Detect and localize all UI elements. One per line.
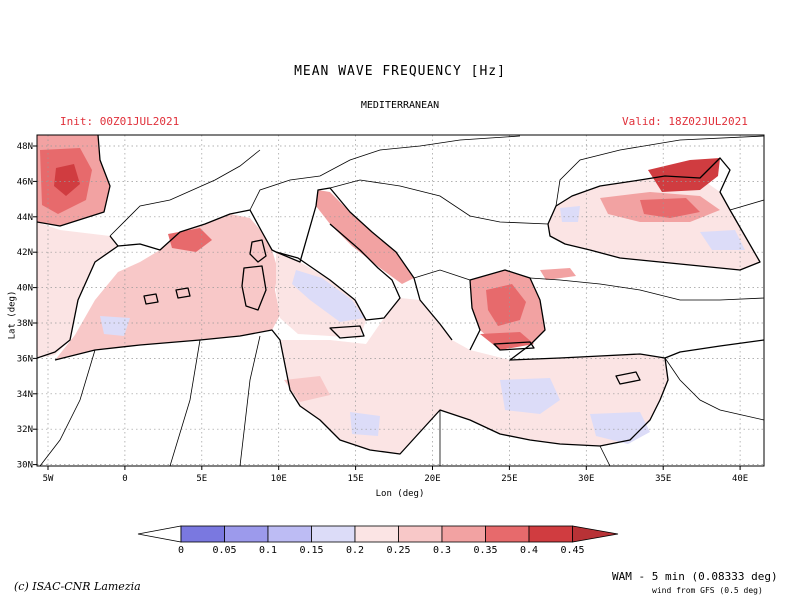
colorbar-label: 0.25 — [386, 545, 410, 556]
wind-source: wind from GFS (0.5 deg) — [652, 586, 763, 595]
colorbar-lower-arrow — [137, 525, 182, 543]
lat-tick-label: 48N — [17, 142, 33, 152]
region-label: MEDITERRANEAN — [360, 100, 440, 111]
lon-ticks: 5W 0 5E 10E 15E 20E 25E 30E 35E 40E — [43, 466, 748, 484]
sea-field — [37, 135, 760, 454]
lat-tick-label: 42N — [17, 248, 33, 258]
lat-tick-label: 36N — [17, 354, 33, 364]
chart-title: MEAN WAVE FREQUENCY [Hz] — [294, 64, 506, 79]
colorbar-label: 0.3 — [433, 545, 451, 556]
colorbar-swatch — [528, 525, 573, 543]
colorbar-swatch — [311, 525, 356, 543]
colorbar-label: 0.2 — [346, 545, 364, 556]
colorbar-swatch — [441, 525, 486, 543]
colorbar-label: 0.15 — [299, 545, 323, 556]
lon-tick-label: 5W — [43, 474, 54, 484]
lon-tick-label: 20E — [424, 474, 440, 484]
colorbar-legend: 0 0.05 0.1 0.15 0.2 0.25 0.3 0.35 0.4 0.45 — [137, 525, 619, 556]
lat-tick-label: 44N — [17, 213, 33, 223]
lat-tick-label: 32N — [17, 425, 33, 435]
colorbar-label: 0.1 — [259, 545, 277, 556]
valid-time: Valid: 18Z02JUL2021 — [622, 115, 748, 128]
lon-tick-label: 5E — [196, 474, 207, 484]
lon-tick-label: 30E — [578, 474, 594, 484]
lon-tick-label: 0 — [122, 474, 127, 484]
colorbar-upper-arrow — [572, 525, 619, 543]
country-borders — [39, 135, 764, 466]
credit-text: (c) ISAC-CNR Lamezia — [14, 580, 141, 593]
lat-tick-label: 46N — [17, 177, 33, 187]
colorbar-label: 0.05 — [212, 545, 236, 556]
colorbar-label: 0.45 — [560, 545, 584, 556]
lat-tick-label: 40N — [17, 284, 33, 294]
lat-tick-label: 30N — [17, 461, 33, 471]
lat-tick-label: 38N — [17, 319, 33, 329]
map-frame — [36, 134, 765, 467]
colorbar-label: 0 — [178, 545, 184, 556]
colorbar-swatch — [485, 525, 530, 543]
y-axis-label: Lat (deg) — [7, 290, 18, 340]
lat-tick-label: 34N — [17, 390, 33, 400]
lon-tick-label: 40E — [732, 474, 748, 484]
init-time: Init: 00Z01JUL2021 — [60, 115, 180, 128]
colorbar-label: 0.4 — [520, 545, 538, 556]
colorbar-swatch — [267, 525, 312, 543]
colorbar-swatch — [180, 525, 225, 543]
model-info: WAM - 5 min (0.08333 deg) — [612, 570, 778, 583]
lon-tick-label: 10E — [271, 474, 287, 484]
lat-ticks: 48N 46N 44N 42N 40N 38N 36N 34N 32N 30N — [17, 142, 37, 471]
colorbar-label: 0.35 — [473, 545, 497, 556]
colorbar-swatch — [398, 525, 443, 543]
coastlines — [37, 135, 764, 455]
colorbar-swatch — [224, 525, 269, 543]
colorbar-swatch — [354, 525, 399, 543]
lon-tick-label: 15E — [347, 474, 363, 484]
lon-tick-label: 35E — [655, 474, 671, 484]
x-axis-label: Lon (deg) — [375, 489, 425, 499]
map-grid — [37, 135, 764, 466]
lon-tick-label: 25E — [501, 474, 517, 484]
